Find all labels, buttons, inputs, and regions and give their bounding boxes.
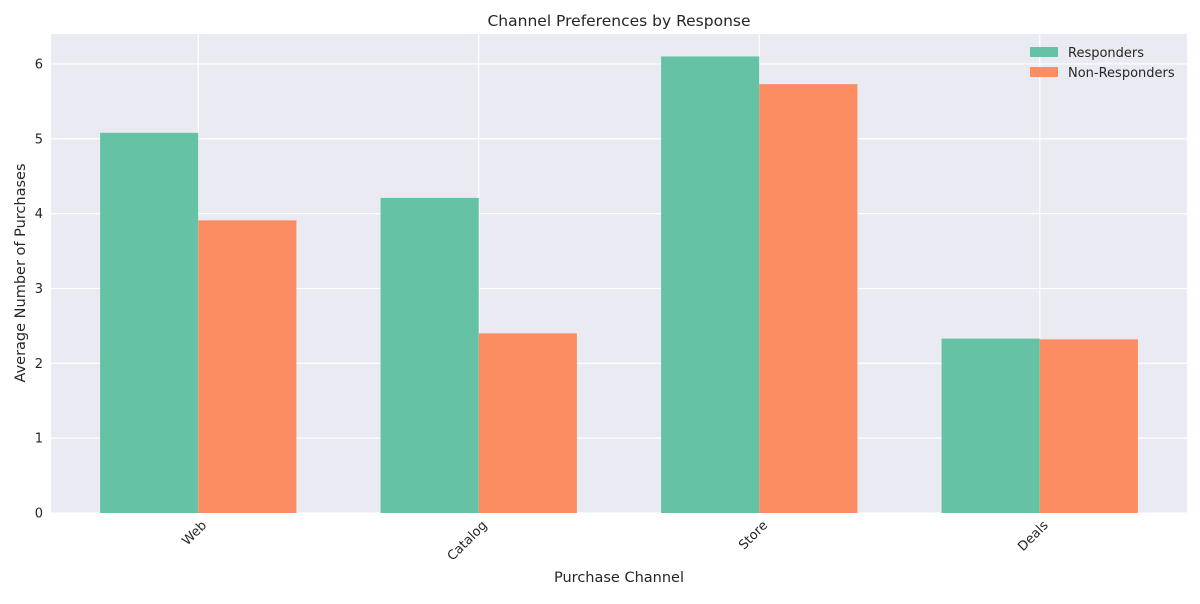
x-axis-label: Purchase Channel	[554, 570, 684, 586]
y-tick-labels: 0 1 2 3 4 5 6	[35, 57, 43, 521]
y-tick-label: 5	[35, 132, 43, 147]
y-tick-label: 3	[35, 282, 43, 297]
bar-responders-store	[661, 56, 760, 513]
x-tick-labels: Web Catalog Store Deals	[179, 518, 1051, 564]
x-tick-label: Web	[179, 518, 210, 549]
bar-responders-catalog	[380, 197, 479, 513]
bar-non-responders-deals	[1039, 339, 1138, 513]
legend-swatch	[1030, 67, 1058, 77]
bar-responders-deals	[941, 338, 1040, 513]
bar-responders-web	[100, 132, 199, 513]
bar-non-responders-store	[759, 84, 858, 513]
y-tick-label: 4	[35, 207, 43, 222]
y-tick-label: 6	[35, 57, 43, 72]
legend-swatch	[1030, 47, 1058, 57]
y-axis-label: Average Number of Purchases	[13, 164, 29, 383]
legend: Responders Non-Responders	[1030, 46, 1175, 81]
bars	[100, 56, 1138, 513]
x-tick-label: Store	[736, 518, 771, 553]
bar-non-responders-web	[198, 220, 297, 513]
x-tick-label: Deals	[1015, 518, 1051, 554]
legend-label: Non-Responders	[1068, 66, 1175, 81]
x-tick-label: Catalog	[445, 518, 491, 564]
chart-title: Channel Preferences by Response	[487, 12, 750, 30]
y-tick-label: 1	[35, 432, 43, 447]
bar-non-responders-catalog	[478, 333, 577, 513]
y-tick-label: 0	[35, 507, 43, 522]
legend-label: Responders	[1068, 46, 1144, 61]
y-tick-label: 2	[35, 357, 43, 372]
